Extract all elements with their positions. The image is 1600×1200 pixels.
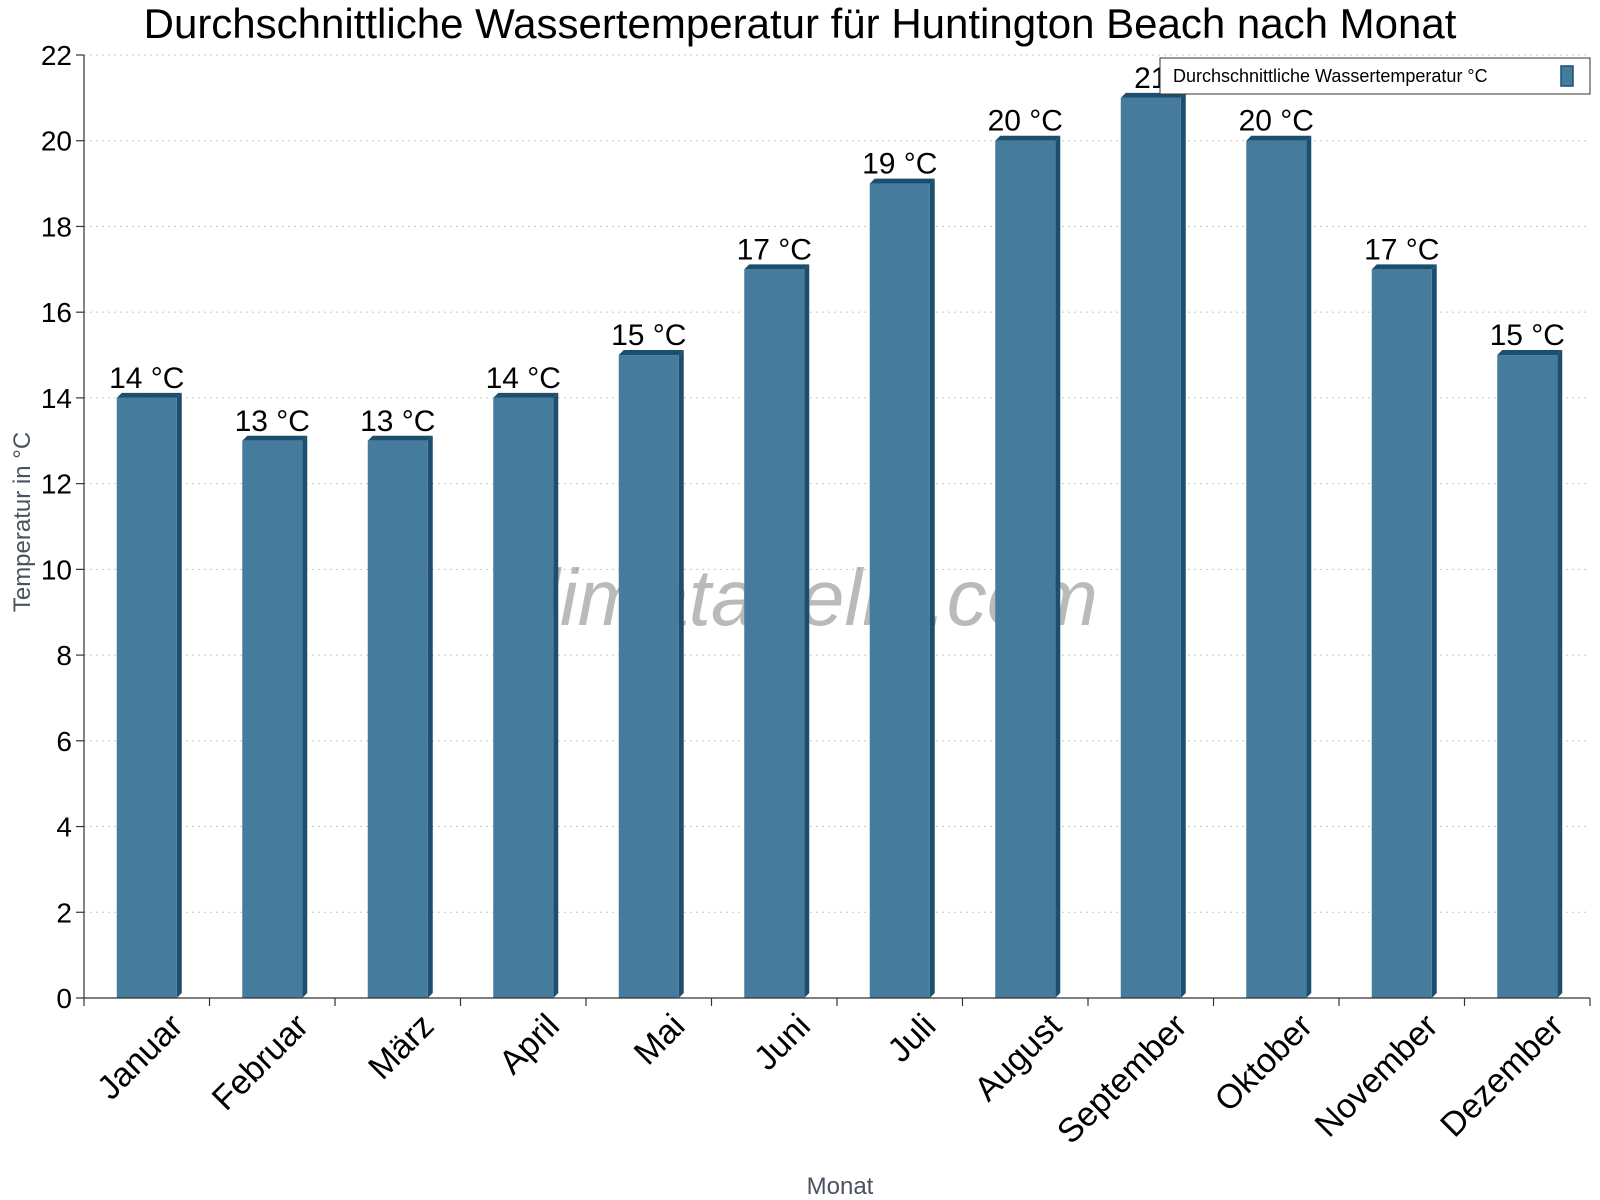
data-label: 14 °C bbox=[109, 362, 184, 395]
x-tick-label: April bbox=[492, 1007, 567, 1082]
y-tick-label: 14 bbox=[41, 383, 72, 414]
bar bbox=[1246, 140, 1307, 998]
bar-side bbox=[553, 392, 559, 999]
bar-top bbox=[242, 435, 308, 441]
bar-top bbox=[493, 392, 559, 398]
x-tick-label: November bbox=[1308, 1007, 1446, 1145]
y-tick-label: 10 bbox=[41, 554, 72, 585]
bar bbox=[869, 183, 930, 998]
y-tick-label: 4 bbox=[56, 812, 72, 843]
gridlines bbox=[84, 54, 1590, 913]
data-label: 17 °C bbox=[737, 233, 812, 266]
data-label: 17 °C bbox=[1364, 233, 1439, 266]
bar bbox=[367, 440, 428, 999]
data-label: 15 °C bbox=[1490, 319, 1565, 352]
y-tick-label: 20 bbox=[41, 126, 72, 157]
y-tick-labels: 0 2 4 6 8 10 12 14 16 18 20 22 bbox=[41, 40, 72, 1014]
bar-side bbox=[1557, 350, 1563, 999]
bar bbox=[995, 140, 1056, 998]
y-tick-label: 12 bbox=[41, 469, 72, 500]
x-tick-label: Juli bbox=[880, 1007, 943, 1070]
bar-top bbox=[995, 135, 1061, 141]
bar bbox=[1371, 269, 1432, 998]
bar-side bbox=[1055, 135, 1061, 998]
bar-top bbox=[367, 435, 433, 441]
x-tick-label: März bbox=[361, 1007, 441, 1087]
x-tick-label: Oktober bbox=[1208, 1007, 1320, 1119]
data-label: 20 °C bbox=[988, 105, 1063, 138]
y-tick-label: 8 bbox=[56, 640, 72, 671]
bar-side bbox=[176, 392, 182, 999]
y-tick-label: 2 bbox=[56, 897, 72, 928]
x-tick-label: Februar bbox=[205, 1007, 316, 1118]
y-tick-label: 16 bbox=[41, 297, 72, 328]
y-tick-label: 22 bbox=[41, 40, 72, 71]
x-tick-label: August bbox=[967, 1006, 1069, 1108]
bar-side bbox=[1431, 264, 1437, 998]
chart-title: Durchschnittliche Wassertemperatur für H… bbox=[144, 0, 1457, 47]
bar-side bbox=[678, 350, 684, 999]
x-tick-label: September bbox=[1050, 1007, 1194, 1151]
y-tick-label: 18 bbox=[41, 211, 72, 242]
bar-top bbox=[116, 392, 182, 398]
x-tick-label: Dezember bbox=[1433, 1007, 1571, 1145]
bar bbox=[116, 397, 177, 999]
bar-top bbox=[869, 178, 935, 184]
bar bbox=[1497, 355, 1558, 999]
bar-side bbox=[1180, 92, 1186, 998]
legend-label: Durchschnittliche Wassertemperatur °C bbox=[1173, 66, 1488, 86]
x-tick-label: Januar bbox=[90, 1007, 190, 1107]
data-label: 13 °C bbox=[360, 405, 435, 438]
bar-top bbox=[1371, 264, 1437, 270]
bar bbox=[1120, 97, 1181, 998]
bar-top bbox=[1497, 350, 1563, 356]
bars bbox=[116, 92, 1563, 999]
bar-side bbox=[929, 178, 935, 998]
bar bbox=[493, 397, 554, 999]
legend: Durchschnittliche Wassertemperatur °C bbox=[1159, 57, 1591, 95]
bar-top bbox=[744, 264, 810, 270]
bar-side bbox=[1306, 135, 1312, 998]
data-label: 14 °C bbox=[486, 362, 561, 395]
y-tick-label: 6 bbox=[56, 726, 72, 757]
bar bbox=[618, 355, 679, 999]
data-label: 19 °C bbox=[862, 148, 937, 181]
bar bbox=[744, 269, 805, 998]
legend-swatch bbox=[1560, 65, 1574, 87]
data-label: 20 °C bbox=[1239, 105, 1314, 138]
legend-box bbox=[1159, 57, 1591, 95]
bar-side bbox=[427, 435, 433, 999]
data-label: 13 °C bbox=[235, 405, 310, 438]
x-tick-label: Mai bbox=[627, 1007, 693, 1073]
bar-top bbox=[618, 350, 684, 356]
data-label: 15 °C bbox=[611, 319, 686, 352]
x-axis-label: Monat bbox=[807, 1173, 874, 1200]
bar bbox=[242, 440, 303, 999]
y-tick-label: 0 bbox=[56, 983, 72, 1014]
axes bbox=[76, 54, 1591, 1006]
x-tick-labels: Januar Februar März April Mai Juni Juli AugustS… bbox=[90, 1006, 1571, 1151]
data-labels: 14 °C 13 °C 13 °C 14 °C 15 °C 17 °C 19 °C 20 °C… bbox=[109, 62, 1565, 438]
bar-side bbox=[302, 435, 308, 999]
bar-side bbox=[804, 264, 810, 998]
bar-top bbox=[1246, 135, 1312, 141]
y-axis-label: Temperatur in °C bbox=[9, 432, 36, 612]
x-tick-label: Juni bbox=[747, 1007, 818, 1078]
